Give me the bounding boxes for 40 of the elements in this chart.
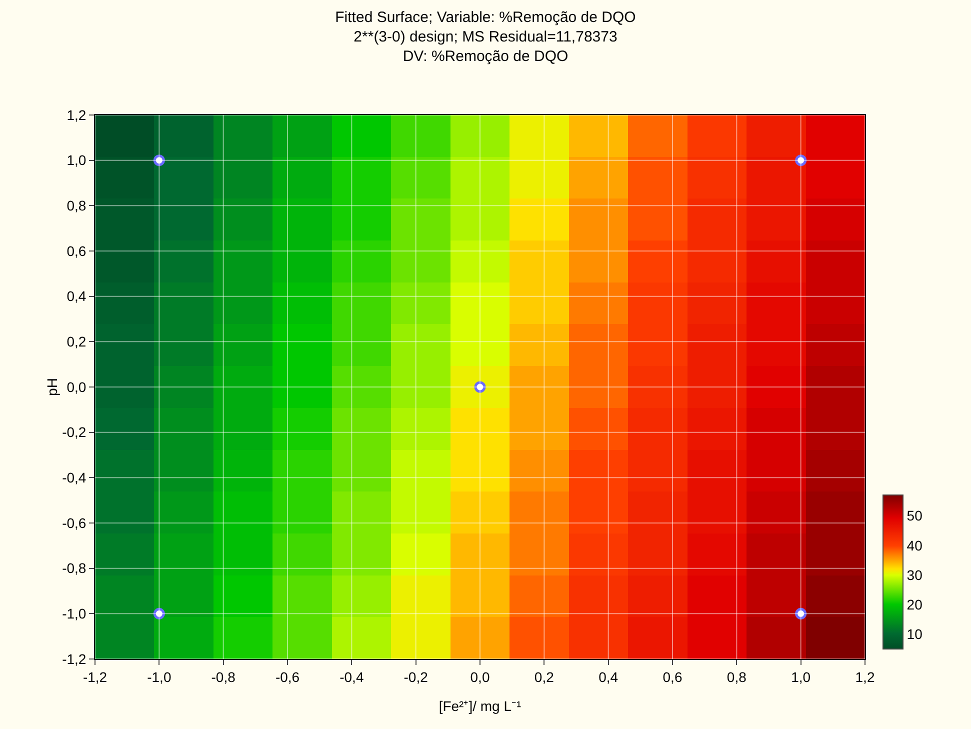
x-tick-label: -1,0	[147, 668, 172, 685]
color-bar-label: 50	[906, 508, 923, 524]
point	[795, 154, 807, 166]
y-tick-label: 0,6	[66, 242, 86, 259]
x-tick-label: -0,6	[275, 668, 300, 685]
chart-subtitle: 2**(3-0) design; MS Residual=11,78373 DV: %Remoção de DQO	[354, 28, 618, 65]
y-tick-label: -1,0	[62, 606, 86, 622]
y-tick-label: 0,0	[66, 378, 86, 395]
point	[153, 608, 165, 620]
x-tick-label: -0,4	[340, 668, 364, 685]
x-axis-title: [Fe²⁺]/ mg L⁻¹	[438, 698, 522, 714]
y-tick-label: -0,4	[62, 470, 86, 486]
x-tick-label: -0,2	[404, 668, 428, 685]
point	[153, 154, 165, 166]
x-tick-label: 1,2	[855, 668, 875, 685]
x-tick-label: 0,4	[598, 668, 618, 685]
point	[474, 381, 486, 393]
y-tick-label: 0,4	[66, 288, 86, 304]
y-tick-label: -0,2	[62, 424, 86, 440]
color-bar-label: 30	[906, 566, 923, 583]
y-tick-label: -0,8	[62, 560, 86, 576]
chart-title: Fitted Surface; Variable: %Remoção de DQO	[335, 8, 636, 26]
y-tick-label: -0,6	[62, 514, 86, 531]
color-bar-label: 40	[906, 537, 923, 554]
x-tick-label: 1,0	[791, 668, 811, 685]
x-tick-label: -1,2	[82, 668, 108, 685]
x-tick-label: 0,6	[662, 668, 682, 685]
x-tick-label: -0,8	[211, 668, 236, 685]
color-bar-label: 20	[906, 596, 923, 612]
y-tick-label: 0,8	[66, 198, 86, 214]
y-tick-label: -1,2	[62, 650, 86, 667]
point	[795, 608, 807, 620]
y-tick-label: 1,0	[66, 152, 86, 168]
x-tick-label: 0,8	[726, 668, 747, 685]
y-axis-title: pH	[44, 378, 60, 396]
y-tick-label: 0,2	[66, 334, 86, 350]
x-tick-label: 0,2	[534, 668, 554, 685]
y-tick-label: 1,2	[66, 106, 86, 123]
x-tick-label: 0,0	[470, 668, 490, 685]
color-bar-label: 10	[906, 626, 923, 642]
